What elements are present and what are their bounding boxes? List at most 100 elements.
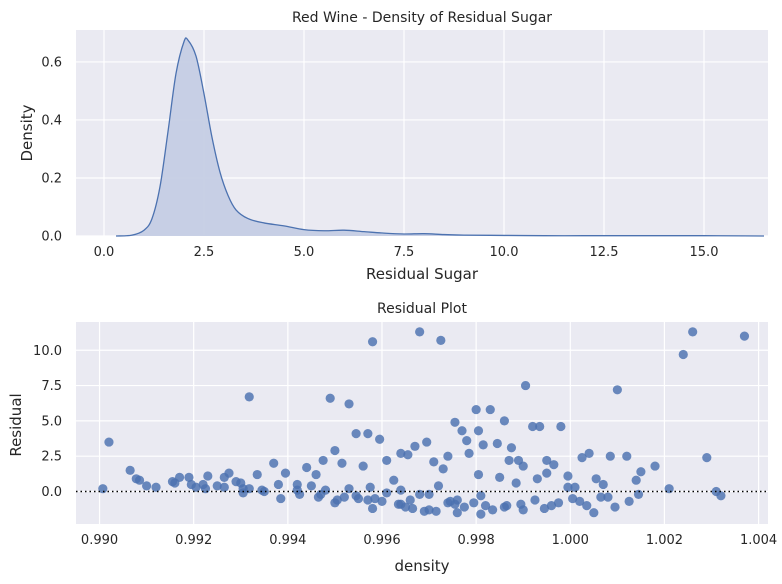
residual-point	[295, 489, 305, 499]
residual-point	[473, 426, 484, 436]
residual-point	[563, 482, 573, 492]
residual-point	[280, 468, 291, 478]
residual-point	[325, 393, 335, 403]
residual-point	[450, 417, 460, 427]
residual-x-tick-label: 0.994	[269, 533, 306, 548]
residual-point	[438, 464, 448, 474]
residual-point	[584, 448, 594, 458]
residual-point	[622, 451, 632, 461]
residual-point	[306, 481, 316, 491]
residual-point	[577, 453, 587, 463]
residual-point	[528, 421, 538, 432]
residual-x-axis-label: density	[395, 557, 450, 575]
residual-point	[330, 445, 340, 456]
residual-point	[480, 501, 491, 511]
residual-y-tick-label: 7.5	[41, 379, 62, 394]
residual-point	[142, 481, 152, 491]
residual-point	[650, 461, 660, 471]
residual-point	[269, 458, 279, 468]
residual-point	[224, 468, 234, 478]
residual-point	[377, 496, 387, 506]
residual-point	[485, 404, 495, 415]
residual-point	[186, 479, 196, 490]
density-y-tick-label: 0.4	[41, 113, 62, 128]
residual-point	[511, 478, 521, 488]
density-area-fill	[116, 37, 764, 236]
residual-point	[236, 478, 246, 488]
residual-point	[598, 479, 608, 490]
residual-point	[516, 499, 526, 509]
residual-point	[98, 484, 108, 494]
residual-point	[393, 499, 404, 509]
residual-point	[457, 426, 467, 436]
residual-point	[716, 491, 726, 501]
residual-x-tick-label: 1.002	[646, 533, 683, 548]
residual-point	[396, 485, 406, 495]
residual-point	[502, 501, 512, 511]
residual-point	[631, 475, 641, 485]
residual-point	[351, 491, 361, 501]
density-x-axis-label: Residual Sugar	[366, 265, 479, 283]
residual-point	[238, 488, 248, 498]
residual-point	[337, 458, 347, 468]
residual-point	[605, 451, 615, 461]
residual-point	[415, 327, 425, 337]
residual-point	[452, 508, 462, 518]
residual-point	[134, 475, 145, 485]
density-x-tick-label: 2.5	[194, 245, 215, 260]
residual-point	[612, 385, 622, 395]
residual-point	[570, 482, 580, 492]
residual-point	[170, 478, 180, 488]
residual-x-tick-label: 1.000	[552, 533, 589, 548]
residual-x-tick-label: 0.998	[458, 533, 495, 548]
density-x-tick-label: 7.5	[394, 245, 415, 260]
residual-y-tick-label: 5.0	[41, 414, 62, 429]
residual-x-tick-label: 0.996	[363, 533, 400, 548]
residual-x-tick-label: 0.992	[175, 533, 212, 548]
residual-point	[459, 502, 469, 512]
residual-point	[563, 471, 573, 481]
residual-point	[344, 399, 354, 409]
density-x-tick-label: 5.0	[294, 245, 315, 260]
residual-point	[436, 335, 446, 345]
residual-x-tick-label: 0.990	[81, 533, 118, 548]
residual-point	[492, 438, 502, 449]
residual-point	[462, 436, 472, 446]
residual-point	[219, 482, 229, 492]
density-marks	[115, 37, 765, 237]
residual-point	[313, 492, 324, 502]
residual-x-ticks: 0.990 0.992 0.994 0.996 0.998 1.000 1.002 1.004	[81, 533, 777, 548]
residual-point	[582, 501, 592, 511]
residual-point	[363, 428, 373, 439]
residual-point	[520, 380, 531, 391]
density-curve-line	[115, 37, 765, 237]
residual-point	[688, 327, 698, 337]
residual-point	[405, 495, 415, 505]
residual-point	[422, 437, 432, 447]
residual-point	[553, 498, 564, 508]
residual-point	[396, 448, 406, 458]
residual-point	[535, 421, 545, 432]
residual-point	[212, 481, 222, 491]
residual-point	[410, 441, 420, 451]
residual-point	[367, 337, 378, 347]
density-chart-title: Red Wine - Density of Residual Sugar	[292, 10, 552, 26]
residual-chart: 0.990 0.992 0.994 0.996 0.998 1.000 1.002 1.004…	[7, 301, 777, 575]
density-y-tick-label: 0.6	[41, 55, 62, 70]
residual-point	[351, 428, 361, 439]
residual-point	[203, 471, 213, 481]
residual-y-tick-label: 2.5	[41, 450, 62, 465]
residual-point	[488, 505, 498, 515]
residual-point	[546, 501, 557, 511]
residual-point	[504, 455, 514, 466]
residual-point	[702, 453, 712, 463]
residual-point	[473, 469, 484, 480]
residual-point	[464, 448, 474, 458]
residual-point	[339, 492, 349, 502]
residual-point	[542, 468, 552, 478]
residual-point	[332, 495, 342, 505]
residual-point	[469, 498, 479, 508]
residual-point	[370, 493, 380, 504]
residual-y-axis-label: Residual	[7, 393, 25, 456]
